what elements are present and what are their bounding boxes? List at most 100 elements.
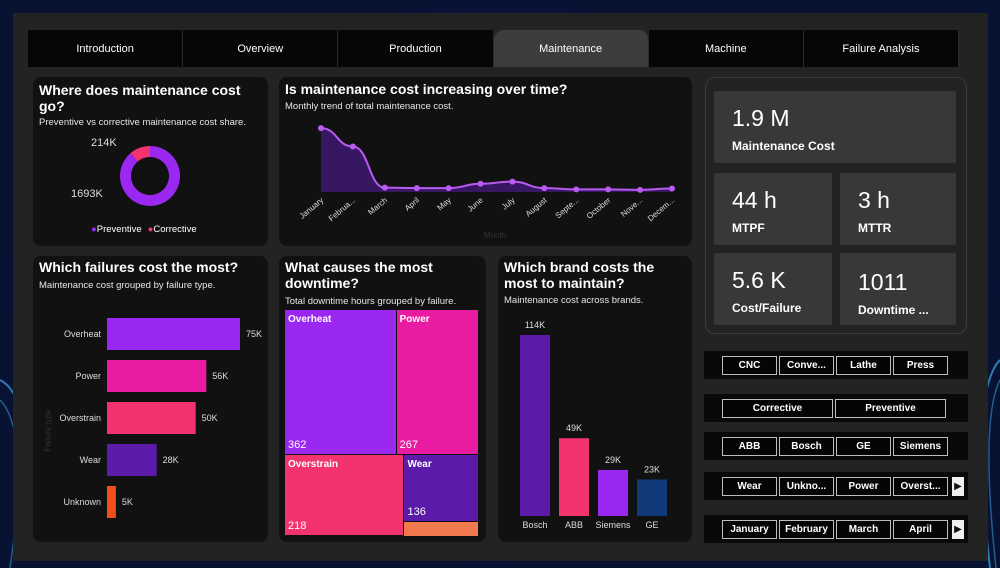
failure-bar[interactable]	[107, 360, 207, 392]
tab-failure-analysis[interactable]: Failure Analysis	[803, 30, 960, 67]
machine-slicer: CNC Conve... Lathe Press	[704, 351, 968, 379]
slicer-option[interactable]: Conve...	[779, 356, 834, 375]
treemap-tile-overstrain[interactable]: Overstrain 218	[285, 454, 404, 535]
slicer-option[interactable]: Press	[893, 356, 948, 375]
failure-category-label: Overheat	[64, 329, 102, 339]
treemap-tile-value: 218	[288, 519, 307, 532]
trend-x-tick: June	[466, 195, 485, 213]
tab-maintenance[interactable]: Maintenance	[493, 30, 649, 67]
trend-x-tick: April	[403, 196, 421, 213]
trend-title: Is maintenance cost increasing over time…	[285, 81, 568, 97]
donut-slice-corrective[interactable]	[130, 146, 150, 162]
kpi-label: MTTR	[858, 221, 892, 235]
failure-data-label: 56K	[212, 371, 228, 381]
brands-card: Which brand costs the most to maintain? …	[498, 256, 692, 542]
brand-slicer: ABB Bosch GE Siemens	[704, 432, 968, 460]
failure-bar[interactable]	[107, 402, 196, 434]
trend-point[interactable]	[573, 186, 580, 193]
brand-bar[interactable]	[598, 469, 628, 516]
donut-subtitle: Preventive vs corrective maintenance cos…	[39, 117, 246, 128]
failure-bar[interactable]	[107, 486, 116, 518]
trend-point[interactable]	[541, 185, 548, 192]
slicer-option[interactable]: Power	[836, 477, 891, 496]
brand-category-label: ABB	[565, 520, 583, 530]
slicer-option[interactable]: Preventive	[835, 399, 946, 418]
brand-bar[interactable]	[637, 479, 667, 516]
treemap-tile-other[interactable]	[404, 522, 478, 536]
trend-x-tick: Decem...	[646, 196, 676, 223]
trend-area	[321, 128, 672, 192]
slicer-option[interactable]: Lathe	[836, 356, 891, 375]
trend-x-tick: January	[298, 196, 326, 221]
trend-card: Is maintenance cost increasing over time…	[279, 77, 692, 246]
trend-point[interactable]	[381, 184, 388, 191]
brands-subtitle: Maintenance cost across brands.	[504, 295, 644, 306]
trend-point[interactable]	[637, 186, 644, 193]
trend-point[interactable]	[477, 180, 484, 187]
brand-bar[interactable]	[559, 438, 589, 516]
kpi-value: 1.9 M	[732, 105, 790, 131]
slicer-option[interactable]: ABB	[722, 437, 777, 456]
slicer-next-arrow-icon[interactable]: ▶	[952, 477, 964, 496]
slicer-option[interactable]: February	[779, 520, 834, 539]
trend-point[interactable]	[318, 125, 324, 132]
slicer-option[interactable]: Unkno...	[779, 477, 834, 496]
treemap-tile-value: 136	[407, 505, 426, 518]
treemap-tile-wear[interactable]: Wear 136	[404, 454, 478, 521]
brand-data-label: 23K	[644, 464, 660, 474]
downtime-treemap[interactable]: Overheat 362 Power 267 Overstrain 218 Wear 136	[285, 310, 479, 536]
legend-corrective: ●Corrective	[147, 224, 197, 235]
trend-x-tick: March	[366, 196, 389, 217]
treemap-tile-name: Power	[399, 314, 430, 325]
donut-card: Where does maintenance cost go? Preventi…	[33, 77, 268, 246]
treemap-tile-name: Wear	[407, 458, 432, 470]
trend-subtitle: Monthly trend of total maintenance cost.	[285, 101, 454, 112]
slicer-option[interactable]: April	[893, 520, 948, 539]
slicer-option[interactable]: Corrective	[722, 399, 833, 418]
slicer-option[interactable]: CNC	[722, 356, 777, 375]
trend-point[interactable]	[413, 185, 420, 192]
trend-x-tick: Februa...	[327, 196, 357, 223]
failure-bar[interactable]	[107, 318, 240, 350]
trend-point[interactable]	[509, 178, 516, 185]
failure-category-label: Overstrain	[59, 413, 101, 423]
failure-data-label: 50K	[202, 413, 218, 423]
trend-point[interactable]	[669, 185, 675, 192]
kpi-value: 1011	[858, 269, 908, 295]
kpi-cost-per-failure: 5.6 K Cost/Failure	[714, 253, 832, 325]
slicer-next-arrow-icon[interactable]: ▶	[952, 520, 964, 539]
failures-chart[interactable]: Overheat 75K Power 56K Overstrain 50K Wear 28K U…	[33, 256, 268, 542]
treemap-tile-power[interactable]: Power 267	[396, 310, 478, 454]
treemap-tile-overheat[interactable]: Overheat 362	[285, 310, 396, 454]
failure-bar[interactable]	[107, 444, 157, 476]
trend-x-tick: Nove...	[619, 196, 644, 219]
tab-production[interactable]: Production	[338, 30, 494, 67]
donut-chart[interactable]	[113, 139, 187, 213]
treemap-tile-name: Overheat	[288, 314, 332, 325]
treemap-tile-value: 267	[399, 438, 418, 451]
tab-overview[interactable]: Overview	[183, 30, 339, 67]
slicer-option[interactable]: March	[836, 520, 891, 539]
failure-data-label: 5K	[122, 497, 133, 507]
trend-point[interactable]	[349, 143, 356, 150]
slicer-option[interactable]: Wear	[722, 477, 777, 496]
failure-category-label: Power	[75, 371, 101, 381]
trend-x-title: Month	[484, 231, 507, 240]
brand-data-label: 49K	[566, 423, 582, 433]
slicer-option[interactable]: January	[722, 520, 777, 539]
slicer-option[interactable]: Siemens	[893, 437, 948, 456]
brands-chart[interactable]: 114K Bosch 49K ABB 29K Siemens 23K GE	[498, 256, 692, 542]
slicer-option[interactable]: Overst...	[893, 477, 948, 496]
donut-slice-preventive[interactable]	[120, 146, 180, 206]
downtime-title: What causes the most downtime?	[285, 259, 433, 291]
tab-machine[interactable]: Machine	[648, 30, 804, 67]
slicer-option[interactable]: GE	[836, 437, 891, 456]
trend-chart[interactable]: January Februa... March April May June July Aug…	[279, 77, 692, 246]
trend-point[interactable]	[445, 185, 452, 192]
trend-point[interactable]	[605, 186, 612, 193]
trend-x-tick: Septe...	[554, 196, 581, 221]
slicer-option[interactable]: Bosch	[779, 437, 834, 456]
tab-introduction[interactable]: Introduction	[28, 30, 184, 67]
kpi-label: Cost/Failure	[732, 301, 802, 315]
brand-bar[interactable]	[520, 335, 550, 516]
